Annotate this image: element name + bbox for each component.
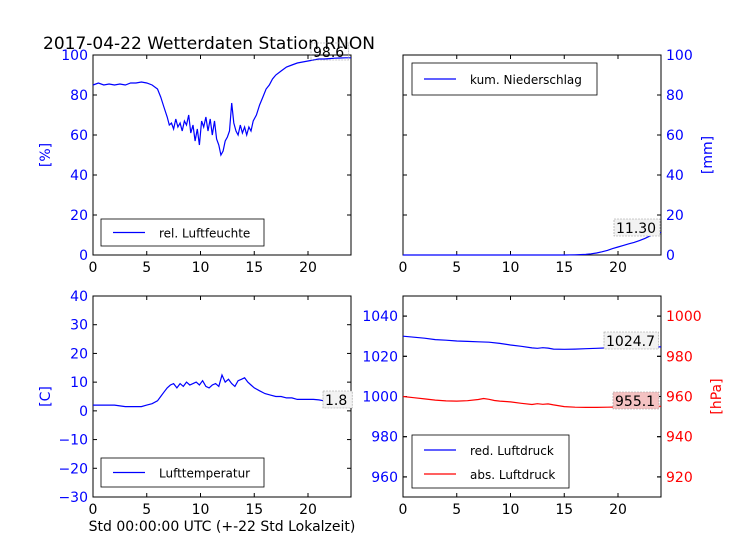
series-line-1: [92, 57, 351, 157]
legend: rel. Luftfeuchte: [100, 218, 265, 247]
chart-pressure: 0 5 10 15 20 960 980 1000 1020 1040 920 940 960 980 10…: [362, 295, 725, 518]
legend-entry: rel. Luftfeuchte: [159, 227, 250, 241]
legend: Lufttemperatur: [100, 457, 265, 488]
y-axis-label: [hPa]: [709, 378, 725, 414]
y-tick-label-right: 960: [666, 390, 693, 406]
y-axis-label: [%]: [38, 143, 54, 167]
annotation-text: 98.6: [313, 45, 344, 61]
y-tick-label: 1000: [362, 390, 398, 406]
x-tick-label: 20: [609, 502, 627, 518]
y-tick-label-right: 940: [666, 430, 693, 446]
annotation-box: [310, 42, 349, 61]
y-tick-label: 10: [70, 375, 88, 391]
x-tick-label: 20: [299, 502, 317, 518]
x-tick-label: 10: [192, 260, 210, 276]
annotation-text: 955.1: [615, 394, 655, 410]
y-tick-label: 980: [371, 430, 398, 446]
y-tick-label: 80: [70, 88, 88, 104]
legend-entry: kum. Niederschlag: [470, 73, 582, 87]
x-tick-label: 10: [192, 502, 210, 518]
y-tick-label: −10: [58, 433, 88, 449]
y-tick-label: 40: [70, 168, 88, 184]
legend-entry: Lufttemperatur: [159, 467, 250, 481]
series-line-1: [403, 231, 662, 256]
annotation-box: [613, 218, 661, 237]
series-line-1: [93, 373, 352, 408]
annotation-box: [322, 390, 353, 409]
y-tick-label-right: 980: [666, 349, 693, 365]
y-tick-label-right: 60: [666, 128, 684, 144]
y-tick-label: 100: [61, 48, 88, 64]
y-tick-label: 0: [79, 404, 88, 420]
chart-precip: 0 5 10 15 20 0 20 40 60 80 100 [mm] 11.30 kum. Nieder…: [399, 48, 716, 276]
x-tick-label: 10: [502, 260, 520, 276]
legend-entry: abs. Luftdruck: [470, 468, 555, 482]
y-tick-label-right: 920: [666, 470, 693, 486]
y-axis-label: [mm]: [700, 136, 716, 174]
y-tick-label: 40: [70, 289, 88, 305]
x-tick-label: 0: [399, 502, 408, 518]
x-tick-label: 5: [142, 502, 151, 518]
legend: red. Luftdruck abs. Luftdruck: [411, 434, 570, 489]
x-tick-label: 0: [89, 260, 98, 276]
chart-humidity: 0 5 10 15 20 0 20 40 60 80 100 [%] 98.6 rel. Luftfeuc…: [38, 42, 352, 276]
y-tick-label-right: 1000: [666, 309, 702, 325]
figure-title: 2017-04-22 Wetterdaten Station RNON: [43, 34, 375, 54]
y-axis-label: [C]: [38, 386, 54, 407]
y-tick-label: 0: [79, 248, 88, 264]
x-tick-label: 20: [299, 260, 317, 276]
x-tick-label: 5: [452, 502, 461, 518]
x-tick-label: 15: [555, 502, 573, 518]
x-tick-label: 15: [555, 260, 573, 276]
chart-temperature: 0 5 10 15 20 −30 −20 −10 0 10 20 30 40 [C] 1.8 Lufttemp…: [38, 289, 353, 518]
y-tick-label-right: 40: [666, 168, 684, 184]
y-tick-label: 960: [371, 470, 398, 486]
x-tick-label: 5: [142, 260, 151, 276]
x-tick-label: 10: [502, 502, 520, 518]
y-tick-label-right: 0: [666, 248, 675, 264]
y-tick-label: −30: [58, 490, 88, 506]
series-line-2: [402, 395, 661, 408]
x-tick-label: 5: [452, 260, 461, 276]
x-tick-label: 15: [245, 260, 263, 276]
y-tick-label: 1020: [362, 349, 398, 365]
y-tick-label: 20: [70, 208, 88, 224]
annotation-text: 1024.7: [606, 334, 655, 350]
annotation-box: [603, 331, 659, 350]
annotation-text: 1.8: [325, 393, 347, 409]
annotation-box: [612, 391, 660, 410]
y-tick-label: 1040: [362, 309, 398, 325]
legend: kum. Niederschlag: [411, 62, 598, 96]
y-tick-label: 30: [70, 318, 88, 334]
y-tick-label-right: 20: [666, 208, 684, 224]
x-axis-label: Std 00:00:00 UTC (+-22 Std Lokalzeit): [89, 519, 356, 535]
x-tick-label: 20: [609, 260, 627, 276]
x-tick-label: 0: [399, 260, 408, 276]
y-tick-label: −20: [58, 461, 88, 477]
y-tick-label-right: 100: [666, 48, 693, 64]
y-tick-label-right: 80: [666, 88, 684, 104]
legend-frame: [411, 434, 570, 489]
x-tick-label: 15: [245, 502, 263, 518]
legend-entry: red. Luftdruck: [470, 444, 554, 458]
y-tick-label: 20: [70, 346, 88, 362]
y-tick-label: 60: [70, 128, 88, 144]
x-tick-label: 0: [89, 502, 98, 518]
annotation-text: 11.30: [616, 221, 656, 237]
